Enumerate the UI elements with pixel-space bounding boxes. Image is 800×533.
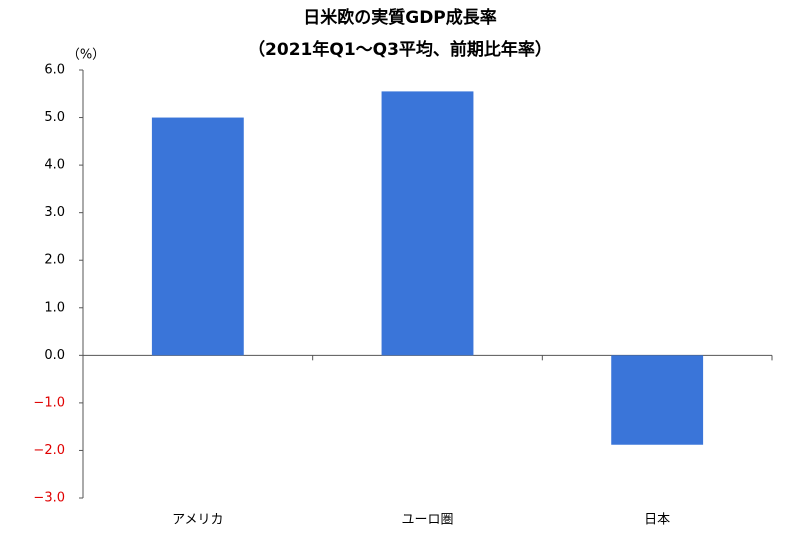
y-tick-label: 0.0 [44, 348, 65, 363]
y-tick-label: 4.0 [44, 158, 65, 173]
bar [381, 91, 474, 356]
chart-title: 日米欧の実質GDP成長率 [303, 7, 497, 28]
y-tick-label: 5.0 [44, 110, 65, 125]
y-axis-label: （%） [67, 48, 105, 63]
y-tick-label: −2.0 [33, 443, 65, 458]
x-tick-label: 日本 [644, 513, 670, 528]
x-tick-label: ユーロ圏 [401, 513, 453, 528]
y-tick-label: 1.0 [44, 300, 65, 315]
y-tick-label: 6.0 [44, 63, 65, 78]
bar [151, 117, 244, 356]
y-tick-label: −1.0 [33, 395, 65, 410]
y-tick-label: 3.0 [44, 205, 65, 220]
chart-subtitle: （2021年Q1～Q3平均、前期比年率） [248, 39, 552, 60]
x-tick-label: アメリカ [172, 513, 223, 528]
y-tick-label: 2.0 [44, 253, 65, 268]
bar [611, 355, 704, 445]
y-tick-label: −3.0 [33, 491, 65, 506]
